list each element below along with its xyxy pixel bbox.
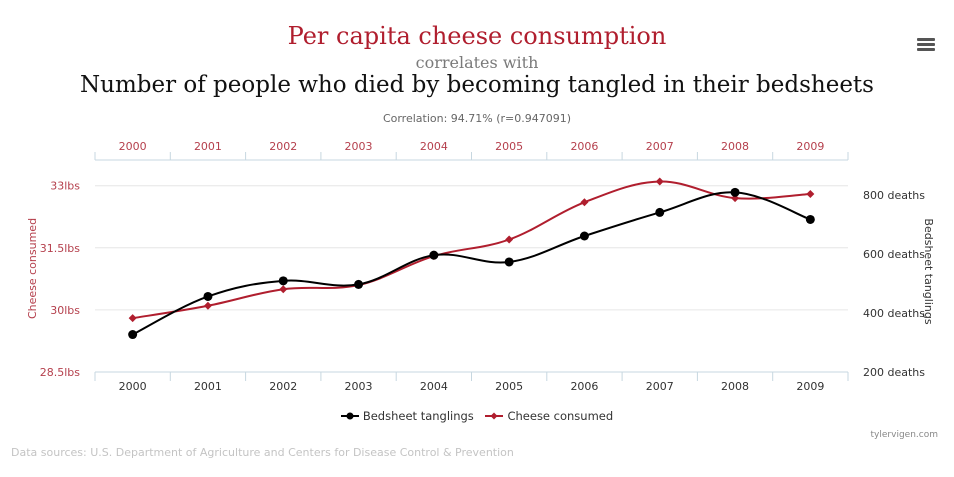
chart-legend: Bedsheet tanglings Cheese consumed (0, 409, 954, 424)
cheese-data-point (203, 301, 212, 310)
right-axis-title: Bedsheet tanglings (922, 218, 935, 324)
bedsheet-data-point (278, 276, 288, 286)
cheese-data-point (279, 285, 288, 294)
bottom-x-tick-label: 2005 (495, 380, 523, 393)
top-x-tick-label: 2000 (119, 140, 147, 153)
hamburger-menu-icon[interactable] (917, 38, 935, 52)
bedsheet-data-point (805, 214, 815, 224)
menu-bar (917, 43, 935, 46)
bottom-x-tick-label: 2001 (194, 380, 222, 393)
cheese-series-line (132, 180, 811, 320)
legend-item-bedsheet[interactable]: Bedsheet tanglings (340, 409, 474, 423)
bedsheet-data-point (203, 291, 213, 301)
left-tick-label: 31.5lbs (40, 242, 81, 255)
top-x-tick-label: 2006 (570, 140, 598, 153)
bedsheet-data-point (655, 207, 665, 217)
top-x-tick-label: 2007 (646, 140, 674, 153)
legend-marker-cheese (485, 412, 504, 420)
bedsheet-series-line (132, 191, 811, 336)
left-tick-label: 33lbs (50, 180, 80, 193)
legend-label-bedsheet: Bedsheet tanglings (362, 409, 474, 423)
right-tick-label: 600 deaths (863, 248, 925, 261)
data-sources: Data sources: U.S. Department of Agricul… (11, 446, 514, 459)
right-tick-label: 400 deaths (863, 307, 925, 320)
bedsheet-data-point (730, 187, 740, 197)
legend-item-cheese[interactable]: Cheese consumed (485, 409, 613, 423)
chart-title-primary: Per capita cheese consumption (287, 22, 667, 50)
left-axis-title: Cheese consumed (26, 218, 39, 319)
cheese-data-point (806, 189, 815, 198)
bottom-x-tick-label: 2002 (269, 380, 297, 393)
top-x-tick-label: 2008 (721, 140, 749, 153)
bedsheet-data-point (429, 250, 439, 260)
left-tick-label: 30lbs (50, 304, 80, 317)
menu-bar (917, 38, 935, 41)
credit-link[interactable]: tylervigen.com (870, 430, 938, 440)
left-tick-label: 28.5lbs (40, 366, 81, 379)
bottom-x-tick-label: 2000 (119, 380, 147, 393)
right-tick-label: 200 deaths (863, 366, 925, 379)
bottom-x-tick-label: 2009 (796, 380, 824, 393)
bedsheet-data-point (354, 279, 364, 289)
chart-title-secondary: Number of people who died by becoming ta… (80, 72, 874, 98)
bottom-x-tick-label: 2007 (646, 380, 674, 393)
bedsheet-data-point (579, 231, 589, 241)
right-tick-label: 800 deaths (863, 189, 925, 202)
correlation-text: Correlation: 94.71% (r=0.947091) (382, 112, 572, 125)
chart-area: 28.5lbs 30lbs 31.5lbs 33lbs 200 deaths 400 de… (26, 140, 935, 393)
bedsheet-data-point (504, 257, 514, 267)
top-x-tick-label: 2005 (495, 140, 523, 153)
bottom-x-tick-label: 2003 (345, 380, 373, 393)
menu-bar (917, 48, 935, 51)
cheese-data-point (655, 177, 664, 186)
cheese-data-point (505, 235, 514, 244)
top-x-tick-label: 2004 (420, 140, 448, 153)
top-x-tick-label: 2009 (796, 140, 824, 153)
top-x-tick-label: 2002 (269, 140, 297, 153)
bottom-x-tick-label: 2008 (721, 380, 749, 393)
bedsheet-data-point (128, 330, 138, 340)
bottom-x-tick-label: 2004 (420, 380, 448, 393)
legend-marker-bedsheet (340, 412, 359, 420)
top-x-tick-label: 2001 (194, 140, 222, 153)
legend-label-cheese: Cheese consumed (507, 409, 614, 423)
chart-title-connector: correlates with (415, 53, 539, 72)
bottom-x-tick-label: 2006 (570, 380, 598, 393)
cheese-data-point (128, 314, 137, 323)
top-x-tick-label: 2003 (345, 140, 373, 153)
cheese-data-point (580, 198, 589, 207)
